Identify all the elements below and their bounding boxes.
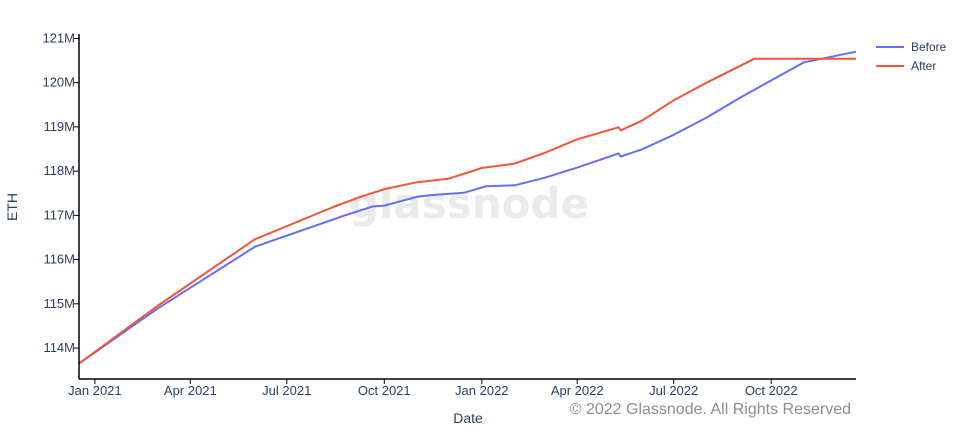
- series-layer: [78, 50, 857, 365]
- y-tick-label: 117M: [43, 207, 75, 222]
- y-tick-label: 114M: [43, 340, 75, 355]
- legend-label: After: [911, 59, 936, 73]
- copyright-notice: © 2022 Glassnode. All Rights Reserved: [570, 401, 851, 418]
- y-axis-title: ETH: [4, 193, 20, 221]
- x-axis-ticks: Jan 2021 Apr 2021 Jul 2021 Oct 2021 Jan 2022…: [68, 379, 798, 398]
- y-axis-ticks: 114M 115M 116M 117M 118M 119M 120M 121M: [42, 30, 79, 355]
- legend[interactable]: Before After: [876, 40, 947, 73]
- y-tick-label: 121M: [42, 30, 75, 45]
- axes: [78, 34, 856, 380]
- legend-item-before[interactable]: Before: [876, 40, 947, 54]
- x-tick-label: Jul 2021: [262, 383, 311, 398]
- y-tick-label: 120M: [42, 75, 75, 90]
- x-tick-label: Apr 2022: [551, 383, 604, 398]
- legend-label: Before: [911, 40, 947, 54]
- y-tick-label: 116M: [43, 252, 75, 267]
- series-line-after: [78, 57, 856, 365]
- watermark-text: glassnode: [349, 179, 589, 228]
- y-tick-label: 118M: [43, 163, 75, 178]
- y-tick-label: 115M: [43, 296, 75, 311]
- x-axis-title: Date: [453, 410, 483, 426]
- x-tick-label: Oct 2022: [745, 383, 798, 398]
- watermark-layer: glassnode: [349, 179, 589, 228]
- x-tick-label: Jan 2022: [455, 383, 509, 398]
- x-tick-label: Jul 2022: [649, 383, 698, 398]
- y-tick-label: 119M: [43, 119, 75, 134]
- legend-item-after[interactable]: After: [876, 59, 936, 73]
- x-tick-label: Jan 2021: [68, 383, 122, 398]
- x-tick-label: Apr 2021: [164, 383, 217, 398]
- series-line-before: [78, 50, 857, 365]
- x-tick-label: Oct 2021: [358, 383, 411, 398]
